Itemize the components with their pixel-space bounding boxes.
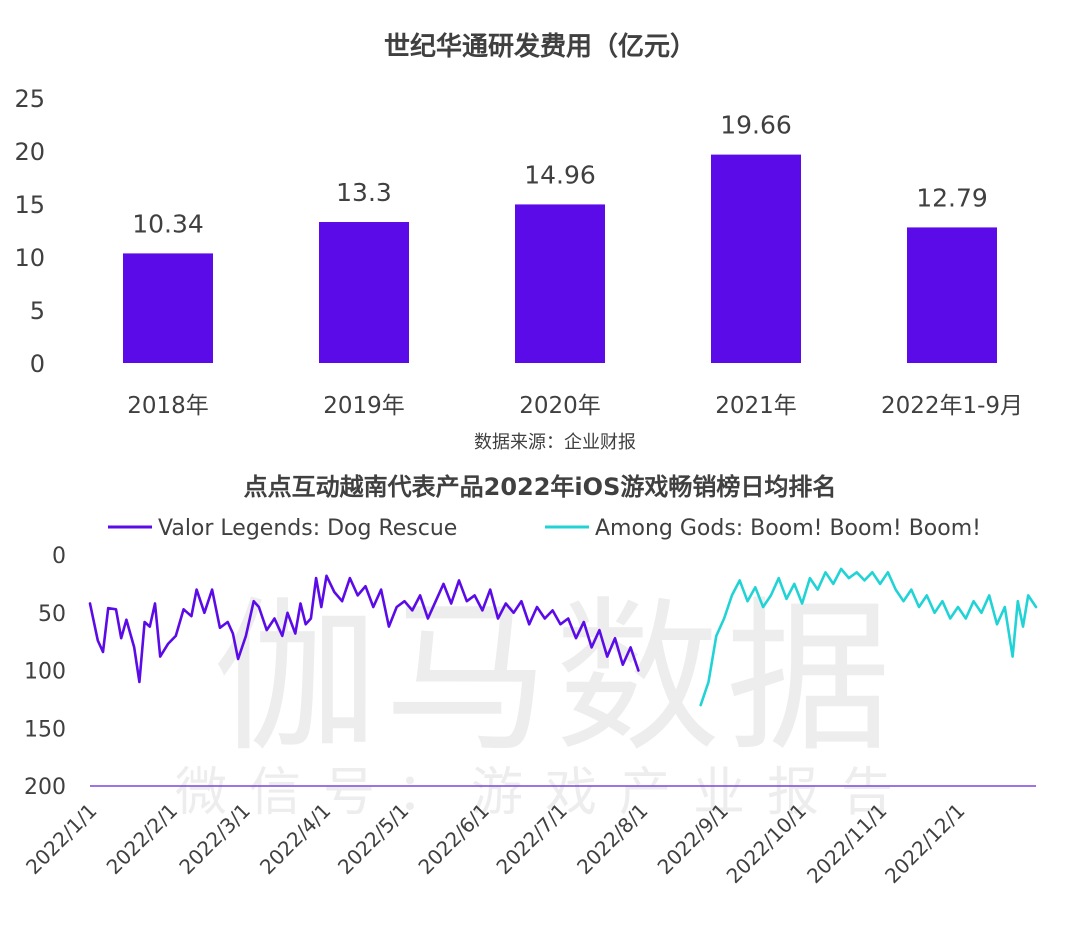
line-legend: Valor Legends: Dog Rescue Among Gods: Boo…	[108, 516, 981, 541]
line-y-tick-label: 150	[24, 717, 66, 742]
bar-category-label: 2018年	[127, 393, 209, 419]
bar-x-axis: 2018年 2019年 2020年 2021年 2022年1-9月	[127, 393, 1023, 419]
watermark-title: 伽马数据	[213, 582, 897, 774]
bar-value-label: 12.79	[916, 183, 988, 212]
legend-label: Valor Legends: Dog Rescue	[158, 516, 457, 541]
bar-value-labels: 10.34 13.3 14.96 19.66 12.79	[132, 111, 988, 239]
line-y-tick-label: 100	[24, 660, 66, 685]
bar-category-label: 2021年	[715, 393, 797, 419]
bar	[907, 227, 997, 363]
bar-value-label: 13.3	[336, 178, 392, 207]
bar-y-tick-label: 15	[14, 191, 45, 219]
bar-y-tick-label: 10	[14, 244, 45, 272]
bar	[123, 253, 213, 363]
line-x-tick-label: 2022/1/1	[21, 799, 101, 879]
bar-y-tick-label: 25	[14, 85, 45, 113]
bar-y-axis: 0 5 10 15 20 25	[14, 85, 45, 378]
bar-series	[123, 154, 997, 363]
series-line-valor-legends	[88, 574, 640, 684]
bar-category-label: 2022年1-9月	[881, 393, 1023, 419]
line-x-tick-label: 2022/2/1	[102, 799, 182, 879]
series-line-among-gods	[699, 567, 1038, 707]
bar	[711, 154, 801, 363]
line-y-tick-label: 0	[52, 544, 66, 569]
line-y-tick-label: 50	[38, 602, 66, 627]
bar-value-label: 19.66	[720, 111, 792, 140]
bar-value-label: 10.34	[132, 209, 204, 238]
line-series-group	[88, 567, 1038, 707]
bar-chart-title: 世纪华通研发费用（亿元）	[384, 31, 696, 62]
bar-y-tick-label: 5	[30, 297, 45, 325]
line-y-axis: 0 50 100 150 200	[24, 544, 66, 800]
legend-label: Among Gods: Boom! Boom! Boom!	[595, 516, 981, 541]
line-y-tick-label: 200	[24, 775, 66, 800]
bar-value-label: 14.96	[524, 160, 596, 189]
bar	[319, 222, 409, 363]
bar-chart-source: 数据来源：企业财报	[474, 432, 636, 453]
bar-y-tick-label: 20	[14, 138, 45, 166]
bar-category-label: 2020年	[519, 393, 601, 419]
bar-y-tick-label: 0	[30, 350, 45, 378]
bar	[515, 204, 605, 363]
watermark-subtitle: 微信号：游戏产业报告	[175, 763, 915, 823]
bar-category-label: 2019年	[323, 393, 405, 419]
line-chart-title: 点点互动越南代表产品2022年iOS游戏畅销榜日均排名	[244, 473, 837, 501]
